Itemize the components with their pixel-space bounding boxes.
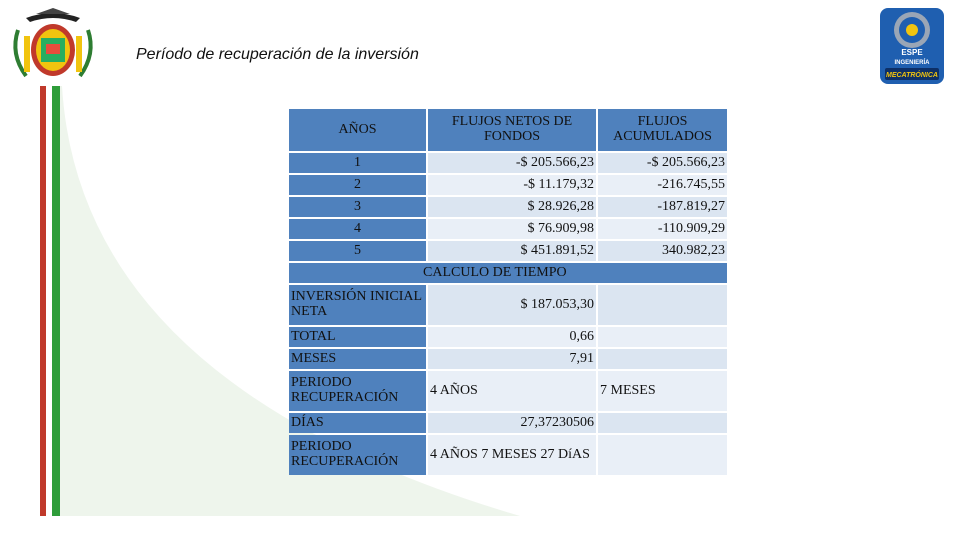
- year-cell: 1: [289, 153, 426, 173]
- cumulative-cell: -216.745,55: [598, 175, 727, 195]
- total-label: TOTAL: [289, 327, 426, 347]
- table-row: MESES 7,91: [289, 349, 727, 369]
- header-years: AÑOS: [289, 109, 426, 151]
- cumulative-cell: -187.819,27: [598, 197, 727, 217]
- table-row: PERIODO RECUPERACIÓN 4 AÑOS 7 MESES: [289, 371, 727, 411]
- periodo-months: 7 MESES: [598, 371, 727, 411]
- cumulative-cell: 340.982,23: [598, 241, 727, 261]
- table-header-row: AÑOS FLUJOS NETOS DE FONDOS FLUJOS ACUMU…: [289, 109, 727, 151]
- year-cell: 3: [289, 197, 426, 217]
- empty-cell: [598, 285, 727, 325]
- cumulative-cell: -110.909,29: [598, 219, 727, 239]
- periodo2-value: 4 AÑOS 7 MESES 27 DíAS: [428, 435, 596, 475]
- cumulative-cell: -$ 205.566,23: [598, 153, 727, 173]
- table-row: INVERSIÓN INICIAL NETA $ 187.053,30: [289, 285, 727, 325]
- meses-label: MESES: [289, 349, 426, 369]
- year-cell: 4: [289, 219, 426, 239]
- table-row: PERIODO RECUPERACIÓN 4 AÑOS 7 MESES 27 D…: [289, 435, 727, 475]
- table-row: 3 $ 28.926,28 -187.819,27: [289, 197, 727, 217]
- ecuador-coat-of-arms-logo: [13, 8, 93, 78]
- net-flow-cell: $ 28.926,28: [428, 197, 596, 217]
- net-flow-cell: -$ 11.179,32: [428, 175, 596, 195]
- decorative-swoosh: [40, 86, 520, 516]
- meses-value: 7,91: [428, 349, 596, 369]
- page-title: Período de recuperación de la inversión: [136, 46, 419, 63]
- empty-cell: [598, 349, 727, 369]
- header-net-flows: FLUJOS NETOS DE FONDOS: [428, 109, 596, 151]
- empty-cell: [598, 327, 727, 347]
- periodo-label: PERIODO RECUPERACIÓN: [289, 371, 426, 411]
- calc-title: CALCULO DE TIEMPO: [289, 263, 727, 283]
- dias-label: DÍAS: [289, 413, 426, 433]
- recovery-table: AÑOS FLUJOS NETOS DE FONDOS FLUJOS ACUMU…: [287, 107, 729, 477]
- table-row: 5 $ 451.891,52 340.982,23: [289, 241, 727, 261]
- periodo2-label: PERIODO RECUPERACIÓN: [289, 435, 426, 475]
- table-row: 1 -$ 205.566,23 -$ 205.566,23: [289, 153, 727, 173]
- espe-mecatronica-logo: ESPE INGENIERÍA MECATRÓNICA: [879, 6, 945, 86]
- table-row: 4 $ 76.909,98 -110.909,29: [289, 219, 727, 239]
- calc-title-row: CALCULO DE TIEMPO: [289, 263, 727, 283]
- inversion-value: $ 187.053,30: [428, 285, 596, 325]
- svg-text:ESPE: ESPE: [901, 48, 923, 57]
- svg-text:INGENIERÍA: INGENIERÍA: [894, 58, 930, 66]
- empty-cell: [598, 413, 727, 433]
- dias-value: 27,37230506: [428, 413, 596, 433]
- table-row: TOTAL 0,66: [289, 327, 727, 347]
- table-row: DÍAS 27,37230506: [289, 413, 727, 433]
- year-cell: 2: [289, 175, 426, 195]
- table-row: 2 -$ 11.179,32 -216.745,55: [289, 175, 727, 195]
- inversion-label: INVERSIÓN INICIAL NETA: [289, 285, 426, 325]
- header-cumulative: FLUJOS ACUMULADOS: [598, 109, 727, 151]
- empty-cell: [598, 435, 727, 475]
- net-flow-cell: $ 76.909,98: [428, 219, 596, 239]
- svg-text:MECATRÓNICA: MECATRÓNICA: [886, 70, 938, 79]
- periodo-years: 4 AÑOS: [428, 371, 596, 411]
- net-flow-cell: $ 451.891,52: [428, 241, 596, 261]
- year-cell: 5: [289, 241, 426, 261]
- net-flow-cell: -$ 205.566,23: [428, 153, 596, 173]
- total-value: 0,66: [428, 327, 596, 347]
